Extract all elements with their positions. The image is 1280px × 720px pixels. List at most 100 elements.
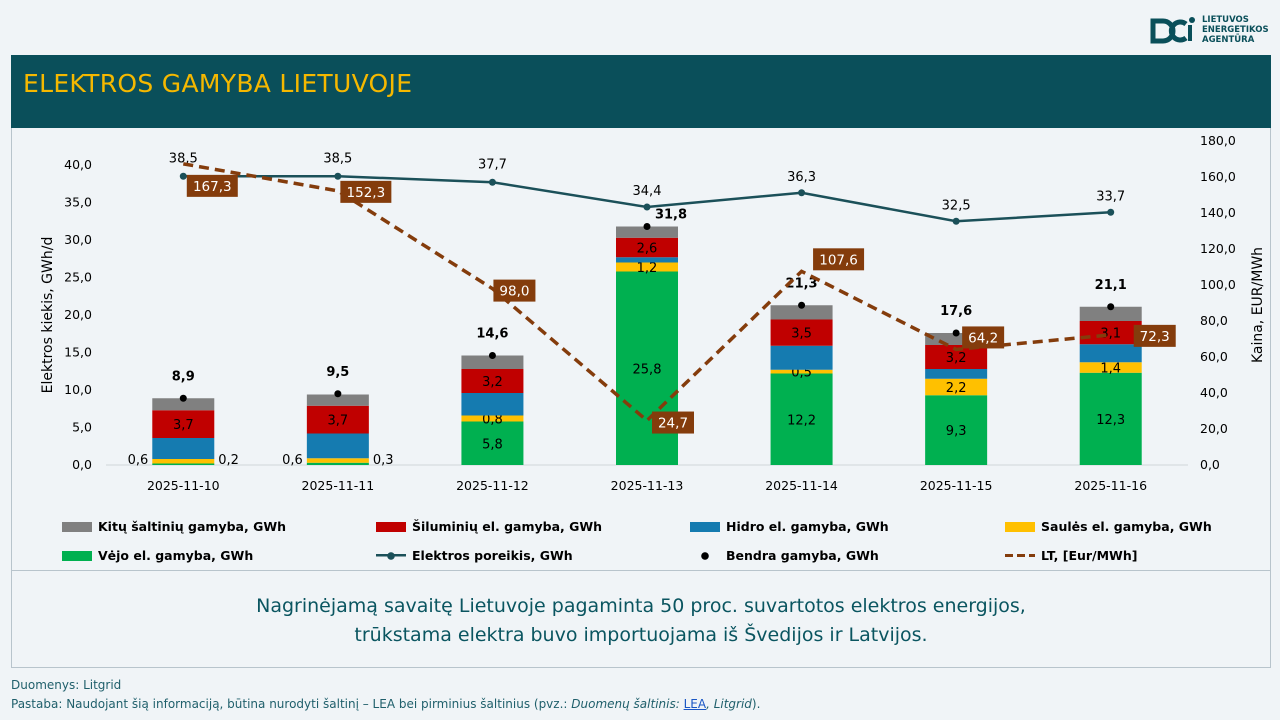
chart-panel [11,128,1271,668]
total-marker [488,352,496,359]
demand-marker [334,172,342,180]
y-tick-label: 35,0 [64,195,92,210]
note-text: ). [751,697,761,711]
demand-label: 34,4 [633,184,662,199]
bar-value-label: 3,1 [1100,327,1121,342]
y-tick-label: 30,0 [64,232,92,247]
demand-label: 32,5 [942,198,971,213]
lea-link[interactable]: LEA [683,697,707,711]
price-label: 167,3 [193,179,232,195]
bar-value-label: 0,6 [282,453,303,468]
bar-value-label: 3,7 [173,418,194,433]
bar-segment [306,433,369,459]
x-tick-label: 2025-11-11 [302,478,375,493]
demand-marker [488,178,496,186]
legend-item: LT, [Eur/MWh] [1005,548,1137,563]
legend-label: Elektros poreikis, GWh [412,548,573,563]
bar-segment [770,305,833,320]
price-label: 24,7 [658,416,688,432]
legend-swatch [376,521,406,532]
bar-segment [152,463,215,465]
bar-segment [306,462,369,465]
message-line: trūkstama elektra buvo importuojama iš Š… [354,624,928,646]
bar-segment [1079,306,1142,321]
y-tick-label: 40,0 [64,157,92,172]
demand-marker [798,189,806,197]
total-marker [179,394,187,402]
bar-segment [461,393,524,416]
y-tick-label: 15,0 [64,345,92,360]
bar-value-label: 3,2 [946,351,967,366]
logo-line: AGENTŪRA [1202,35,1255,45]
price-label-box [813,248,865,271]
note-italic: , Litgrid [706,697,752,711]
demand-label: 33,7 [1096,189,1125,204]
y2-tick-label: 100,0 [1200,277,1236,292]
y-axis-title: Elektros kiekis, GWh/d [40,237,56,394]
y-tick-label: 20,0 [64,307,92,322]
chart: 0,0 5,0 10,0 15,0 20,0 25,0 30,0 35,0 40,0 0,0 20,… [40,133,1266,493]
usage-note: Pastaba: Naudojant šią informaciją, būti… [11,697,760,711]
legend-swatch [62,550,92,561]
price-label-box [1133,324,1176,347]
legend-label: Vėjo el. gamyba, GWh [98,548,254,563]
y2-tick-label: 160,0 [1200,169,1236,184]
y2-axis-title: Kaina, EUR/MWh [1250,247,1266,363]
total-label: 14,6 [476,327,508,342]
legend-label: Saulės el. gamyba, GWh [1041,519,1212,534]
source-note: Duomenys: Litgrid [11,678,122,692]
bar-value-label: 25,8 [633,362,662,377]
x-tick-label: 2025-11-12 [456,478,529,493]
total-label: 8,9 [172,369,195,384]
bar-segment [770,369,833,374]
note-italic: Duomenų šaltinis: [571,697,684,711]
price-label-box [493,279,536,302]
y2-tick-label: 0,0 [1200,457,1220,472]
demand-marker [643,203,651,211]
price-line [182,162,1111,423]
bar-value-label: 0,8 [482,413,503,428]
legend-item: Šiluminių el. gamyba, GWh [376,519,602,534]
demand-marker [179,172,187,180]
bar-segment [616,262,678,272]
total-label: 21,1 [1095,278,1127,293]
total-marker [952,329,960,337]
price-label: 64,2 [968,330,998,346]
price-label-box [186,174,238,197]
bar-segment [616,226,678,238]
price-label: 98,0 [499,284,529,300]
note-text: Pastaba: Naudojant šią informaciją, būti… [11,697,572,711]
legend-swatch [1005,521,1035,532]
bar-segment [461,421,524,465]
bar-value-label: 12,3 [1096,413,1125,428]
bar-segment [152,438,215,459]
bar-segment [1079,362,1142,373]
demand-marker [952,217,960,225]
legend-swatch [1005,554,1035,557]
bar-value-label: 0,3 [373,453,394,468]
price-label: 152,3 [347,185,386,201]
x-tick-label: 2025-11-13 [611,478,684,493]
bar-segment [770,373,833,465]
bar-value-label: 0,6 [128,453,149,468]
y2-tick-label: 40,0 [1200,385,1228,400]
y2-tick-label: 120,0 [1200,241,1236,256]
legend-item: Saulės el. gamyba, GWh [1005,519,1212,534]
legend-item: Bendra gamyba, GWh [690,548,879,563]
y-tick-label: 25,0 [64,270,92,285]
y-tick-label: 0,0 [72,457,92,472]
demand-label: 38,5 [323,151,352,166]
bar-segment [306,405,369,434]
bar-value-label: 3,2 [482,375,503,390]
lea-logo-icon [1150,17,1195,44]
bar-segment [461,415,524,422]
y2-tick-label: 80,0 [1200,313,1228,328]
bar-value-label: 3,7 [328,414,349,429]
bar-segment [152,398,215,411]
y2-tick-label: 180,0 [1200,133,1236,148]
bar-segment [616,237,678,258]
bar-segment [306,458,369,463]
bar-value-label: 12,2 [787,413,816,428]
x-tick-label: 2025-11-15 [920,478,993,493]
total-marker [1107,303,1115,311]
